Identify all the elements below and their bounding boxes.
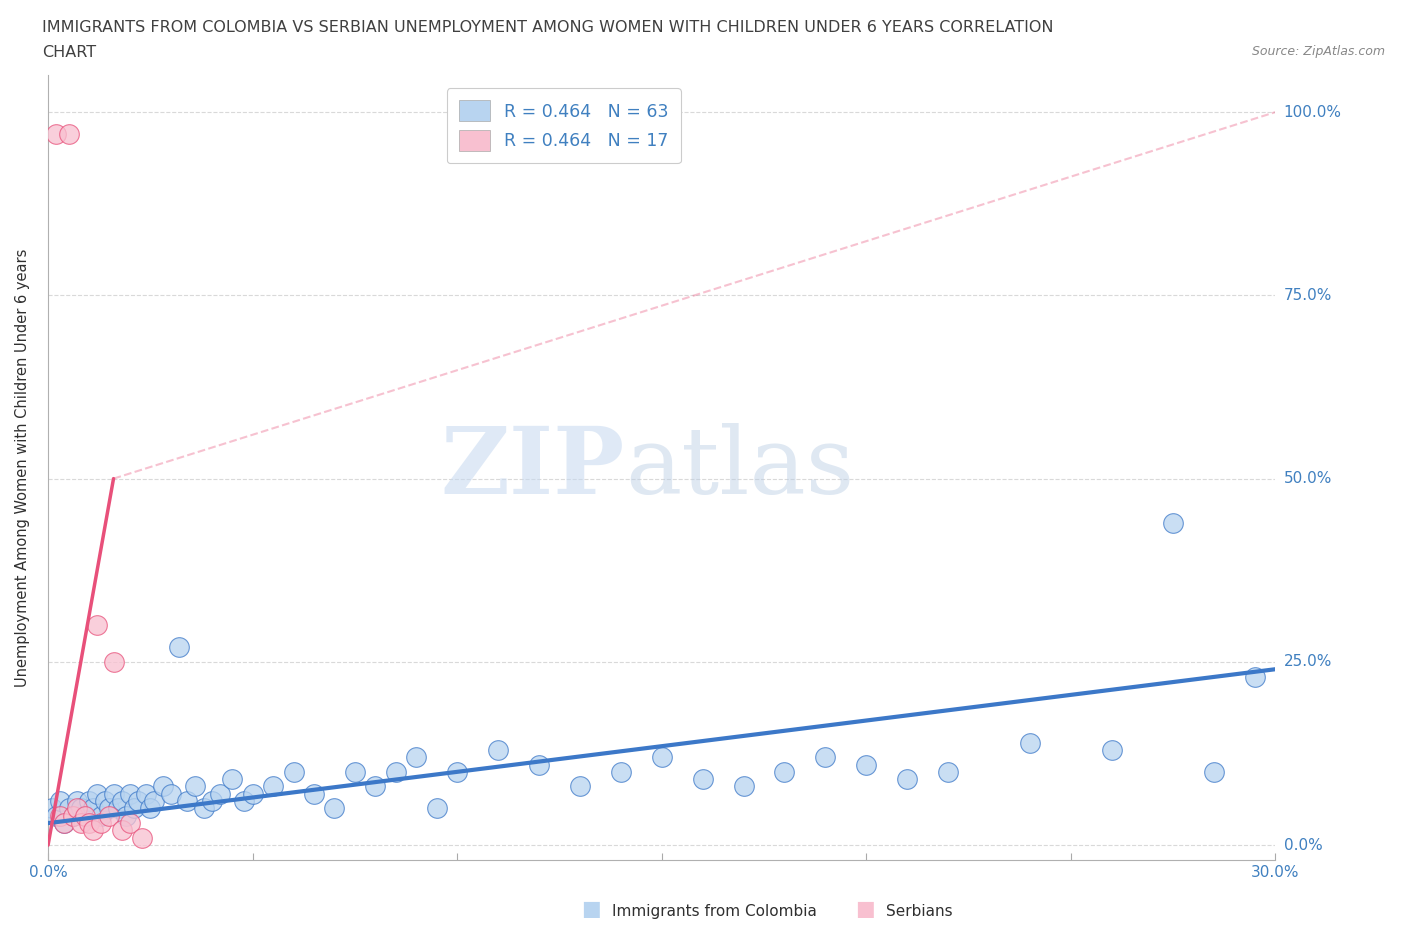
Point: [45, 126, 67, 141]
Text: 100.0%: 100.0%: [1284, 104, 1341, 120]
Text: ■: ■: [855, 898, 875, 919]
Point: [1019, 735, 1042, 750]
Point: [242, 787, 264, 802]
Point: [118, 816, 141, 830]
Point: [486, 742, 509, 757]
Point: [364, 779, 387, 794]
Point: [405, 750, 427, 764]
Point: [118, 787, 141, 802]
Point: [1161, 515, 1184, 530]
Point: [1244, 669, 1267, 684]
Point: [936, 764, 959, 779]
Point: [45, 808, 67, 823]
Point: [135, 787, 157, 802]
Point: [193, 801, 215, 816]
Point: [69, 801, 91, 816]
Point: [86, 787, 108, 802]
Point: [62, 808, 84, 823]
Point: [103, 655, 125, 670]
Point: [176, 793, 198, 808]
Point: [103, 787, 125, 802]
Point: [73, 808, 96, 823]
Point: [82, 823, 104, 838]
Point: [58, 126, 80, 141]
Text: 75.0%: 75.0%: [1284, 288, 1331, 303]
Text: Serbians: Serbians: [886, 904, 952, 919]
Point: [302, 787, 325, 802]
Text: CHART: CHART: [42, 45, 96, 60]
Point: [143, 793, 166, 808]
Text: atlas: atlas: [624, 422, 855, 512]
Point: [90, 808, 112, 823]
Point: [77, 816, 100, 830]
Point: [114, 808, 136, 823]
Point: [814, 750, 837, 764]
Point: [41, 801, 63, 816]
Point: [53, 816, 76, 830]
Y-axis label: Unemployment Among Women with Children Under 6 years: Unemployment Among Women with Children U…: [15, 248, 30, 687]
Text: 0.0%: 0.0%: [1284, 838, 1323, 853]
Point: [221, 772, 243, 787]
Point: [283, 764, 305, 779]
Point: [49, 793, 72, 808]
Text: ■: ■: [581, 898, 600, 919]
Text: 50.0%: 50.0%: [1284, 472, 1331, 486]
Point: [53, 816, 76, 830]
Point: [426, 801, 449, 816]
Point: [1101, 742, 1123, 757]
Point: [111, 823, 134, 838]
Point: [122, 801, 145, 816]
Point: [127, 793, 149, 808]
Point: [111, 793, 134, 808]
Point: [1204, 764, 1226, 779]
Point: [343, 764, 366, 779]
Point: [692, 772, 714, 787]
Point: [855, 757, 877, 772]
Point: [90, 816, 112, 830]
Point: [139, 801, 162, 816]
Point: [73, 808, 96, 823]
Point: [733, 779, 755, 794]
Point: [86, 618, 108, 632]
Text: ZIP: ZIP: [440, 422, 624, 512]
Point: [651, 750, 673, 764]
Point: [58, 801, 80, 816]
Point: [107, 801, 129, 816]
Point: [131, 830, 153, 845]
Point: [896, 772, 918, 787]
Point: [152, 779, 174, 794]
Point: [159, 787, 181, 802]
Point: [167, 640, 190, 655]
Point: [82, 801, 104, 816]
Point: [69, 816, 91, 830]
Point: [610, 764, 633, 779]
Point: [323, 801, 346, 816]
Point: [773, 764, 796, 779]
Point: [98, 808, 121, 823]
Point: [446, 764, 468, 779]
Text: Immigrants from Colombia: Immigrants from Colombia: [612, 904, 817, 919]
Point: [201, 793, 224, 808]
Point: [66, 793, 89, 808]
Point: [184, 779, 207, 794]
Point: [62, 808, 84, 823]
Point: [385, 764, 408, 779]
Point: [66, 801, 89, 816]
Text: 25.0%: 25.0%: [1284, 655, 1331, 670]
Legend: R = 0.464   N = 63, R = 0.464   N = 17: R = 0.464 N = 63, R = 0.464 N = 17: [447, 88, 681, 164]
Point: [233, 793, 256, 808]
Point: [527, 757, 550, 772]
Point: [77, 793, 100, 808]
Text: IMMIGRANTS FROM COLOMBIA VS SERBIAN UNEMPLOYMENT AMONG WOMEN WITH CHILDREN UNDER: IMMIGRANTS FROM COLOMBIA VS SERBIAN UNEM…: [42, 20, 1053, 35]
Point: [262, 779, 284, 794]
Point: [49, 808, 72, 823]
Point: [568, 779, 591, 794]
Point: [94, 793, 117, 808]
Point: [98, 801, 121, 816]
Point: [208, 787, 231, 802]
Text: Source: ZipAtlas.com: Source: ZipAtlas.com: [1251, 45, 1385, 58]
